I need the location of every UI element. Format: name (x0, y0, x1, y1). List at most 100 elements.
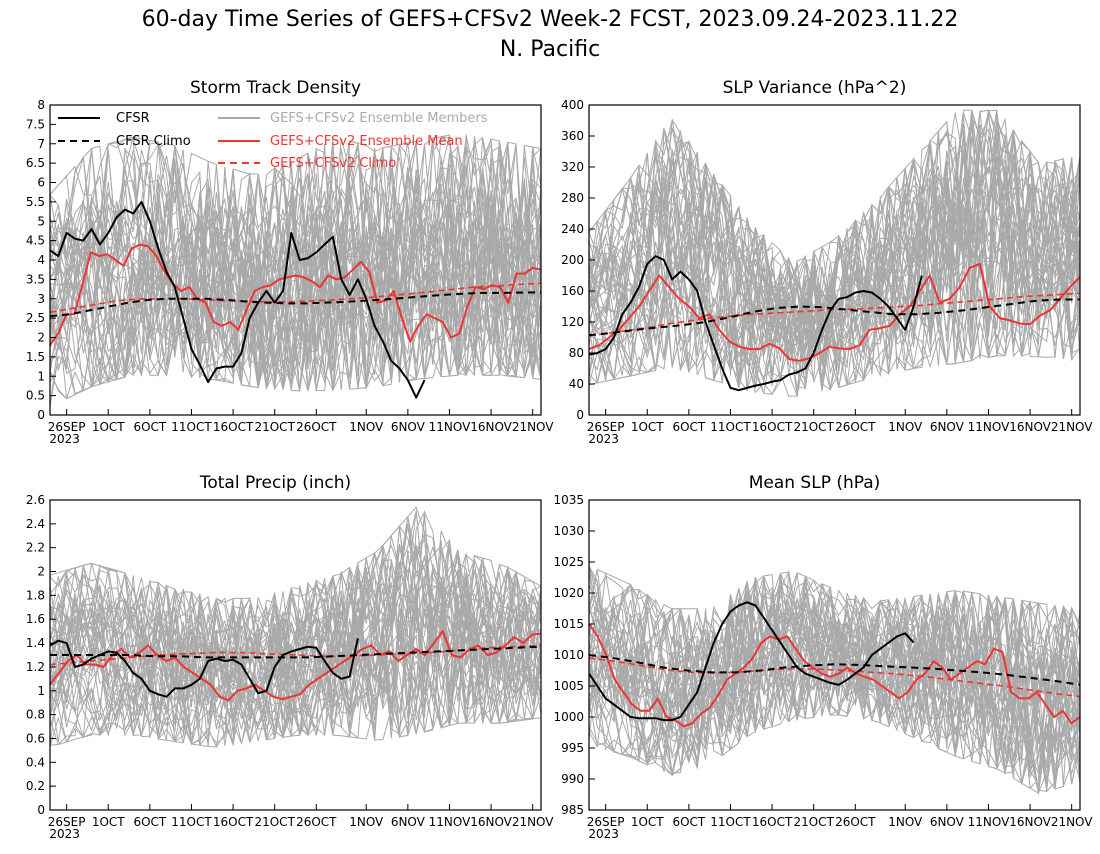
y-tick-label: 6.5 (26, 156, 45, 170)
x-tick-label: 16NOV (1009, 420, 1051, 434)
legend: CFSR CFSR Climo GEFS+CFSv2 Ensemble Member… (58, 111, 488, 171)
ensemble-member-line (589, 642, 1080, 796)
ensemble-member-line (589, 204, 1080, 389)
ensemble-members (50, 134, 541, 407)
x-tick-label: 16NOV (1009, 815, 1051, 829)
x-tick-label: 6OCT (672, 815, 705, 829)
series-line-cfsr (49, 200, 426, 399)
x-tick-label: 21OCT (254, 420, 295, 434)
series-line-cfsr-climo (588, 654, 1081, 686)
ensemble-member-line (50, 152, 541, 354)
ensemble-members (589, 109, 1080, 398)
y-tick-label: 5.5 (26, 195, 45, 209)
x-tick-label: 21NOV (512, 420, 554, 434)
x-tick-label: 1OCT (631, 420, 664, 434)
y-tick-label: 360 (561, 129, 584, 143)
ensemble-member-line (50, 179, 541, 391)
ensemble-member-line (50, 136, 541, 367)
y-tick-label: 2 (37, 331, 45, 345)
ensemble-member-line (50, 208, 541, 382)
ensemble-member-line (50, 526, 541, 713)
y-tick-label: 990 (561, 772, 584, 786)
x-tick-label: 1OCT (631, 815, 664, 829)
ensemble-member-line (589, 210, 1080, 389)
x-tick-label: 11NOV (968, 420, 1010, 434)
y-tick-label: 1010 (553, 648, 584, 662)
x-tick-label: 6OCT (133, 420, 166, 434)
x-tick-label: 26OCT (296, 420, 337, 434)
ensemble-member-line (589, 136, 1080, 333)
y-tick-label: 4.5 (26, 234, 45, 248)
x-tick-label: 26OCT (835, 420, 876, 434)
x-tick-label: 6NOV (391, 420, 426, 434)
x-tick-label: 21OCT (254, 815, 295, 829)
ensemble-member-line (589, 214, 1080, 385)
ensemble-member-line (50, 143, 541, 311)
x-year-label: 2023 (588, 827, 619, 841)
panel-slp-variance-hpa-2: SLP Variance (hPa^2) 0 40 80 120 160 200 240 280… (561, 78, 1093, 446)
series-line-gefs-cfsv2-ensemble-mean (588, 262, 1081, 362)
y-tick-label: 1030 (553, 524, 584, 538)
y-tick-label: 1.5 (26, 350, 45, 364)
x-tick-label: 16NOV (470, 815, 512, 829)
ensemble-member-line (50, 225, 541, 395)
y-tick-label: 3 (37, 292, 45, 306)
series-line-cfsr-climo (50, 645, 542, 659)
y-tick-label: 40 (569, 377, 584, 391)
figure-title: 60-day Time Series of GEFS+CFSv2 Week-2 … (142, 7, 959, 32)
x-tick-label: 16OCT (752, 420, 793, 434)
legend-label: GEFS+CFSv2 Climo (270, 156, 396, 171)
x-tick-label: 21NOV (512, 815, 554, 829)
x-tick-label: 16OCT (213, 420, 254, 434)
y-tick-label: 5 (37, 214, 45, 228)
ensemble-member-line (50, 533, 541, 691)
y-tick-label: 1.4 (26, 636, 45, 650)
ensemble-member-line (50, 211, 541, 393)
series-line-cfsr (588, 601, 915, 722)
ensemble-member-line (50, 134, 541, 350)
ensemble-member-line (589, 570, 1080, 696)
series-line-gefs-cfsv2-ensemble-mean (49, 630, 542, 702)
panel-title: Storm Track Density (190, 78, 361, 98)
x-tick-label: 1NOV (349, 815, 384, 829)
y-tick-label: 120 (561, 315, 584, 329)
x-tick-label: 26OCT (296, 815, 337, 829)
x-tick-label: 6NOV (930, 815, 965, 829)
legend-item-gefs-cfsv2-ensemble-mean: GEFS+CFSv2 Ensemble Mean (218, 134, 463, 149)
x-tick-label: 26SEP (48, 420, 86, 434)
x-tick-label: 1OCT (92, 815, 125, 829)
x-tick-label: 26OCT (835, 815, 876, 829)
series-line-gefs-cfsv2-ensemble-mean (49, 243, 542, 346)
ensemble-member-line (589, 220, 1080, 398)
series-line-cfsr-climo (588, 298, 1080, 337)
y-tick-label: 8 (37, 98, 45, 112)
y-tick-label: 1 (37, 369, 45, 383)
x-tick-label: 1NOV (888, 420, 923, 434)
ensemble-member-line (589, 125, 1080, 344)
y-tick-label: 1 (37, 684, 45, 698)
series-line-gefs-cfsv2-ensemble-mean (588, 623, 1081, 728)
y-tick-label: 80 (569, 346, 584, 360)
ensemble-member-line (589, 604, 1080, 787)
ensemble-member-line (50, 136, 541, 320)
ensemble-member-line (50, 136, 541, 293)
y-tick-label: 2 (37, 565, 45, 579)
ensemble-member-line (50, 208, 541, 399)
plot-area (50, 134, 541, 407)
x-tick-label: 26SEP (587, 420, 625, 434)
plot-frame (49, 499, 542, 811)
y-tick-label: 0 (37, 803, 45, 817)
x-tick-label: 21OCT (793, 420, 834, 434)
ensemble-member-line (589, 122, 1080, 397)
ensemble-member-line (589, 124, 1080, 355)
x-year-label: 2023 (49, 432, 80, 446)
plot-area (589, 109, 1080, 398)
legend-item-cfsr: CFSR (58, 111, 150, 126)
ensemble-member-line (589, 572, 1080, 713)
y-tick-label: 1035 (553, 493, 584, 507)
y-tick-label: 0 (37, 408, 45, 422)
ensemble-member-line (50, 150, 541, 344)
ensemble-member-line (50, 510, 541, 687)
panel-title: SLP Variance (hPa^2) (723, 78, 907, 98)
